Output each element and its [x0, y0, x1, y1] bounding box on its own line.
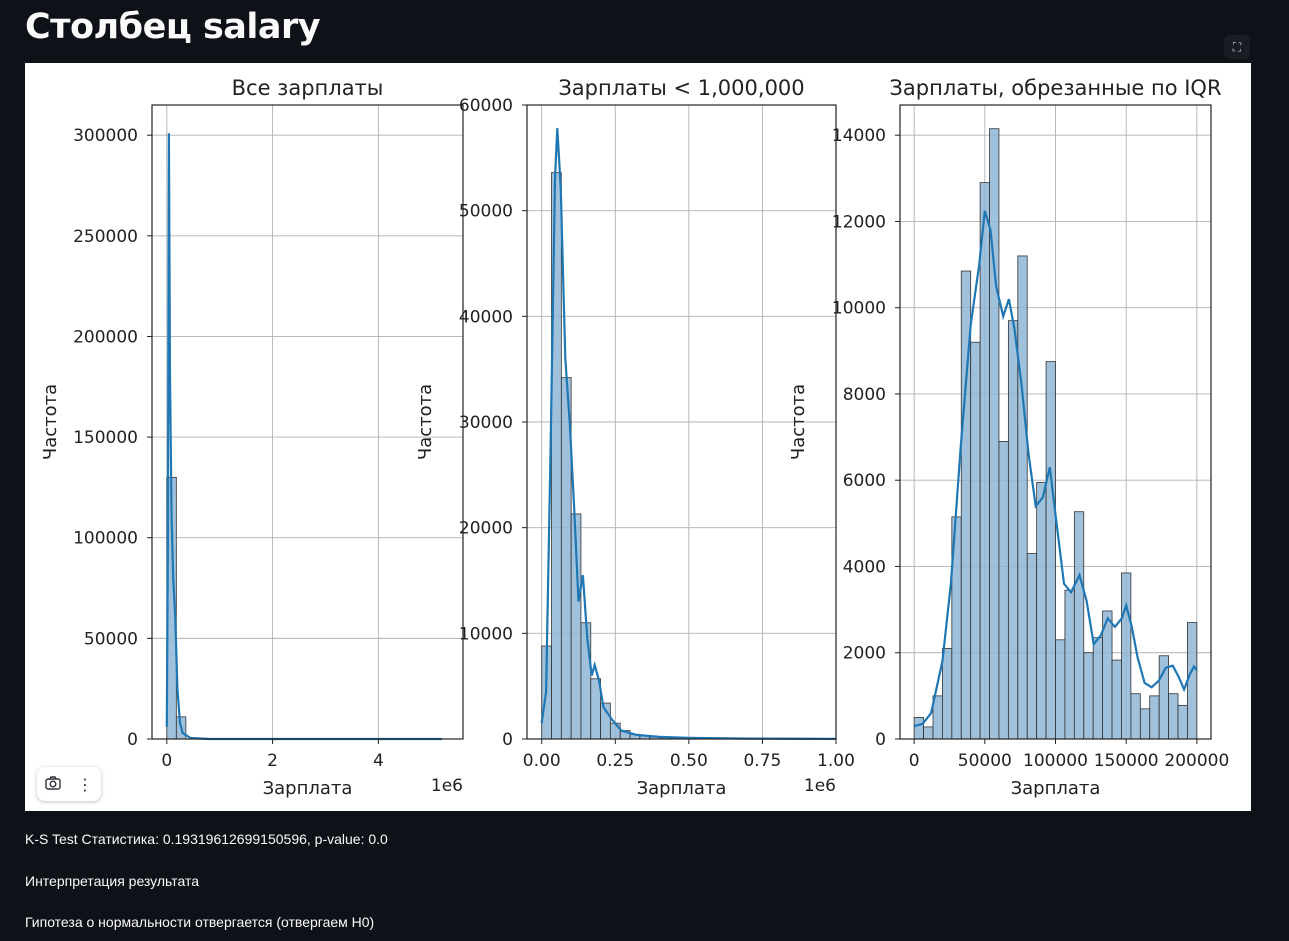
x-tick-label: 0.75 [743, 751, 781, 771]
y-tick-label: 0 [127, 730, 138, 750]
y-tick-label: 60000 [459, 96, 513, 116]
kde-line [913, 210, 1198, 728]
y-tick-label: 0 [875, 730, 886, 750]
histogram-bar [913, 717, 924, 740]
y-tick-label: 250000 [73, 227, 138, 247]
histogram-bar [979, 182, 990, 740]
histogram-bar [989, 128, 1000, 740]
x-tick-label: 100000 [1023, 751, 1088, 771]
axes-frame [151, 104, 464, 740]
histogram-bar [1083, 652, 1094, 740]
x-tick-label: 0 [161, 751, 172, 771]
histogram-bar [970, 341, 981, 740]
y-axis-label: Частота [40, 384, 61, 460]
histogram-bar [1149, 695, 1160, 740]
y-tick-label: 50000 [459, 202, 513, 222]
histogram-bar [923, 726, 934, 740]
more-vertical-icon[interactable]: ⋮ [77, 774, 93, 794]
histogram-bar [1092, 637, 1104, 740]
interpretation-label: Интерпретация результата [25, 873, 200, 889]
y-tick-label: 2000 [843, 644, 886, 664]
subplot-1: 0 2 4 0 50000 100000 150000 200000 250000 300000 В… [40, 76, 464, 799]
camera-icon[interactable] [39, 775, 67, 794]
histogram-bar [580, 622, 592, 740]
histogram-bar [1139, 708, 1151, 740]
histogram-bar [1073, 511, 1085, 740]
histogram-bar [1168, 693, 1179, 740]
x-tick-label: 0.50 [670, 751, 708, 771]
x-axis-label: Зарплата [263, 778, 353, 799]
y-axis-label: Частота [788, 384, 809, 460]
y-tick-label: 6000 [843, 471, 886, 491]
page-title: Столбец salary [25, 7, 321, 47]
y-tick-label: 14000 [832, 126, 886, 146]
histogram-bar [1177, 704, 1188, 740]
y-tick-label: 8000 [843, 385, 886, 405]
x-axis-label: Зарплата [637, 778, 727, 799]
x-axis-label: Зарплата [1011, 778, 1101, 799]
histogram-bar [1007, 320, 1019, 740]
histogram-bar [998, 441, 1009, 740]
x-tick-label: 150000 [1094, 751, 1159, 771]
x-tick-label: 2 [267, 751, 278, 771]
histogram-bar [1017, 255, 1028, 740]
ks-test-result: K-S Test Статистика: 0.19319612699150596… [25, 831, 388, 847]
x-tick-label: 50000 [958, 751, 1012, 771]
x-offset-label: 1e6 [431, 776, 463, 796]
y-tick-label: 20000 [459, 519, 513, 539]
x-tick-label: 0.00 [523, 751, 561, 771]
histogram-bar [1064, 589, 1075, 740]
y-tick-label: 150000 [73, 428, 138, 448]
histogram-bar [609, 722, 621, 740]
subplot-2: 0.00 0.25 0.50 0.75 1.00 0 10000 20000 30000 4000… [415, 76, 855, 799]
chart-svg: 0 2 4050000100000150000200000250000300000В… [40, 76, 1229, 799]
y-tick-label: 12000 [832, 212, 886, 232]
histogram-bar [1111, 659, 1122, 740]
histogram-bar [1045, 361, 1056, 740]
x-tick-label: 0 [909, 751, 920, 771]
y-tick-label: 10000 [832, 299, 886, 319]
y-tick-label: 30000 [459, 413, 513, 433]
histogram-bar [1121, 572, 1132, 740]
chart-title: Зарплаты < 1,000,000 [558, 76, 804, 100]
kde-line [165, 133, 442, 741]
y-tick-label: 0 [502, 730, 513, 750]
histogram-bar [942, 648, 953, 740]
x-offset-label: 1e6 [804, 776, 836, 796]
hypothesis-result: Гипотеза о нормальности отвергается (отв… [25, 914, 375, 930]
histogram-bar [1026, 553, 1038, 740]
fullscreen-button[interactable]: ⛶ [1224, 35, 1250, 59]
y-tick-label: 40000 [459, 307, 513, 327]
kde-line [540, 128, 837, 740]
x-tick-label: 200000 [1164, 751, 1229, 771]
chart-title: Все зарплаты [232, 76, 384, 100]
fullscreen-icon: ⛶ [1232, 40, 1242, 54]
y-tick-label: 4000 [843, 557, 886, 577]
y-tick-label: 10000 [459, 624, 513, 644]
histogram-bar [1036, 481, 1047, 740]
histogram-bar [590, 678, 601, 740]
y-tick-label: 100000 [73, 529, 138, 549]
histogram-bar [1130, 693, 1141, 740]
subplot-3: 0 50000 100000 150000 200000 0 2000 4000 6000 800… [788, 76, 1229, 799]
x-tick-label: 4 [373, 751, 384, 771]
y-tick-label: 50000 [84, 629, 138, 649]
histogram-bar [1055, 639, 1066, 740]
chart-toolbar: ⋮ [37, 767, 101, 801]
chart-title: Зарплаты, обрезанные по IQR [889, 76, 1221, 100]
histogram-bar [1187, 622, 1198, 740]
y-axis-label: Частота [415, 384, 436, 460]
x-tick-label: 1.00 [817, 751, 855, 771]
y-tick-label: 200000 [73, 327, 138, 347]
y-tick-label: 300000 [73, 126, 138, 146]
x-tick-label: 0.25 [596, 751, 634, 771]
chart-figure: 0 2 4 0 50000 100000 150000 200000 250000 300000 В… [25, 63, 1251, 811]
